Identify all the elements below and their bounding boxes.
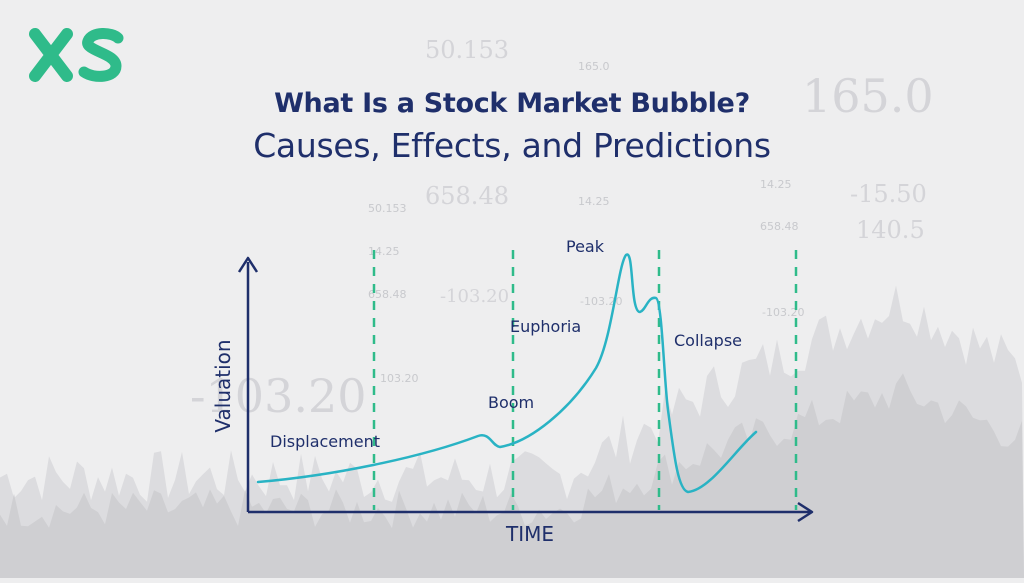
- bubble-curve: [256, 253, 758, 494]
- page-title: What Is a Stock Market Bubble?: [274, 88, 750, 119]
- background-market-silhouette: [0, 285, 1024, 578]
- x-axis-label: TIME: [505, 522, 554, 546]
- bg-number: -103.20: [580, 295, 622, 308]
- phase-label-boom: Boom: [488, 393, 534, 412]
- phase-label-displacement: Displacement: [270, 432, 380, 451]
- bg-number: 658.48: [425, 182, 509, 210]
- phase-label-collapse: Collapse: [674, 331, 742, 350]
- bg-number: 50.153: [425, 36, 509, 64]
- phase-label-peak: Peak: [566, 237, 605, 256]
- bg-number: 14.25: [368, 245, 400, 258]
- bg-number: 14.25: [578, 195, 610, 208]
- bg-number: 103.20: [380, 372, 419, 385]
- bg-number: 658.48: [760, 220, 799, 233]
- background-area: [0, 373, 1024, 578]
- phase-label-euphoria: Euphoria: [510, 317, 581, 336]
- bg-number: -103.20: [190, 369, 367, 423]
- axes: [237, 256, 814, 523]
- y-axis-label: Valuation: [211, 339, 235, 432]
- bg-number: 14.25: [760, 178, 792, 191]
- bg-number: 165.0: [578, 60, 610, 73]
- bg-number: 165.0: [802, 69, 934, 123]
- bg-number: -103.20: [440, 286, 509, 307]
- bg-number: -103.20: [762, 306, 804, 319]
- page-subtitle: Causes, Effects, and Predictions: [253, 126, 771, 165]
- background-numbers: 50.153 165.0 165.0 658.48 14.25 -15.50 5…: [190, 36, 934, 423]
- x-axis-arrow-icon: [797, 501, 814, 523]
- bg-number: 658.48: [368, 288, 407, 301]
- bg-number: 50.153: [368, 202, 407, 215]
- bg-number: -15.50: [850, 180, 927, 208]
- bg-number: 140.5: [856, 216, 925, 244]
- y-axis-arrow-icon: [237, 256, 259, 273]
- xs-logo: [29, 28, 124, 82]
- phase-labels: Displacement Boom Euphoria Peak Collapse: [270, 237, 742, 451]
